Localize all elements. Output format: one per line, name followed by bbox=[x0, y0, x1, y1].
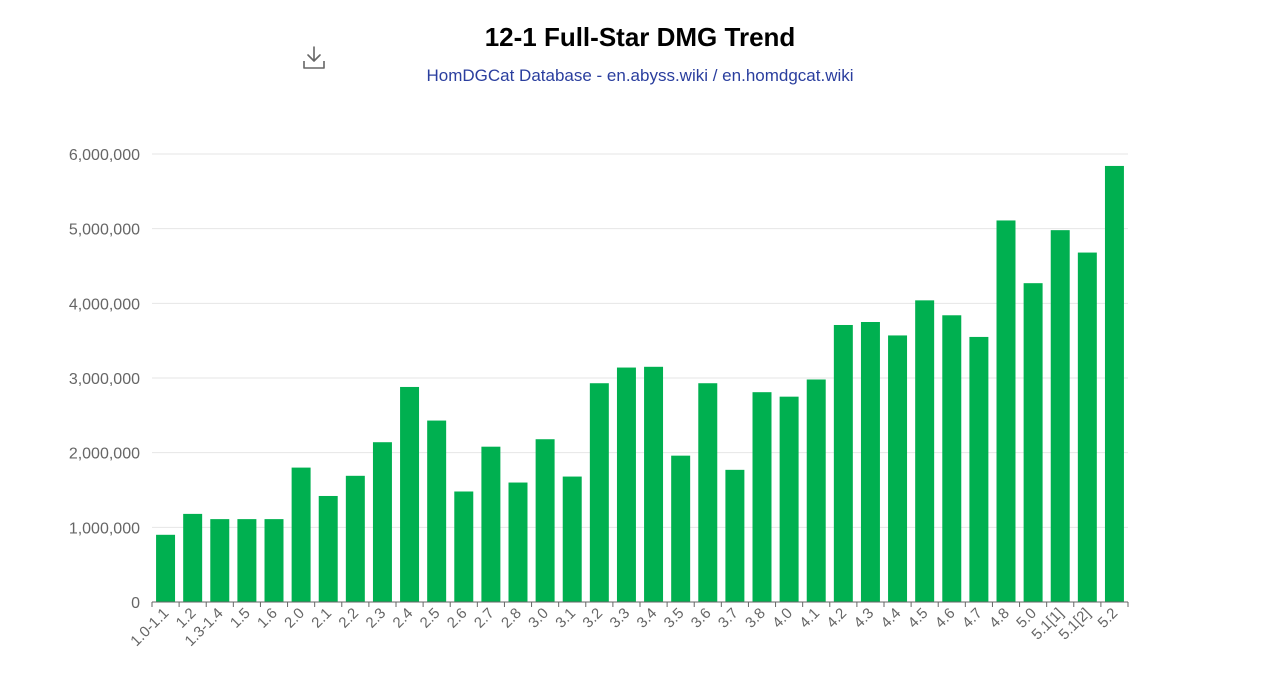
bar bbox=[237, 519, 257, 602]
bar bbox=[969, 336, 989, 602]
x-tick-label: 3.4 bbox=[634, 605, 661, 632]
bar bbox=[183, 513, 203, 602]
x-tick-label: 3.0 bbox=[525, 605, 552, 632]
bar bbox=[888, 335, 908, 602]
bar bbox=[942, 315, 962, 602]
x-tick-label: 2.5 bbox=[417, 605, 444, 632]
x-tick-label: 2.4 bbox=[390, 605, 417, 632]
y-tick-label: 4,000,000 bbox=[69, 296, 140, 313]
bar bbox=[806, 379, 826, 602]
x-tick-label: 4.3 bbox=[851, 605, 878, 632]
bar bbox=[535, 439, 555, 602]
bar bbox=[833, 324, 853, 602]
y-tick-label: 0 bbox=[131, 595, 140, 612]
chart-title: 12-1 Full-Star DMG Trend bbox=[484, 22, 796, 52]
bar bbox=[1023, 283, 1043, 602]
y-tick-label: 3,000,000 bbox=[69, 371, 140, 388]
bar bbox=[508, 482, 528, 602]
y-tick-label: 5,000,000 bbox=[69, 222, 140, 239]
bar bbox=[671, 455, 691, 602]
bar bbox=[481, 446, 501, 602]
y-axis-ticks: 0 1,000,000 2,000,000 3,000,000 4,000,000 5,0… bbox=[69, 147, 140, 612]
bar bbox=[345, 475, 365, 602]
x-tick-label: 4.1 bbox=[796, 605, 823, 632]
bar bbox=[589, 383, 609, 602]
x-tick-label: 2.8 bbox=[498, 605, 525, 632]
x-tick-label: 4.6 bbox=[932, 605, 959, 632]
x-tick-label: 3.2 bbox=[579, 605, 606, 632]
x-tick-label: 3.7 bbox=[715, 605, 742, 632]
x-tick-label: 5.1[2] bbox=[1056, 605, 1095, 644]
bar bbox=[725, 469, 745, 602]
x-tick-label: 1.6 bbox=[254, 605, 281, 632]
bar bbox=[318, 495, 338, 602]
bar bbox=[372, 442, 392, 602]
bar bbox=[1104, 165, 1124, 603]
x-tick-label: 4.0 bbox=[769, 605, 796, 632]
bar bbox=[698, 383, 718, 602]
x-tick-label: 4.4 bbox=[878, 605, 905, 632]
x-tick-label: 3.8 bbox=[742, 605, 769, 632]
bar bbox=[1077, 252, 1097, 602]
bar bbox=[264, 519, 284, 602]
chart-subtitle: HomDGCat Database - en.abyss.wiki / en.h… bbox=[426, 66, 854, 85]
bar bbox=[454, 491, 474, 602]
x-tick-label: 2.6 bbox=[444, 605, 471, 632]
x-tick-label: 2.2 bbox=[335, 605, 362, 632]
x-tick-label: 4.7 bbox=[959, 605, 986, 632]
x-tick-label: 1.5 bbox=[227, 605, 254, 632]
bar bbox=[1050, 230, 1070, 602]
bar bbox=[644, 366, 664, 602]
x-tick-label: 3.5 bbox=[661, 605, 688, 632]
x-tick-label: 2.7 bbox=[471, 605, 498, 632]
bar bbox=[427, 420, 447, 602]
bar bbox=[400, 386, 420, 602]
bar-series bbox=[156, 165, 1124, 603]
x-tick-label: 3.1 bbox=[552, 605, 579, 632]
x-axis-ticks: 1.0-1.1 1.21.3-1.4 1.5 1.6 2.0 2.1 2.2 2.3 2.4 2.… bbox=[127, 602, 1129, 650]
grid-lines bbox=[152, 153, 1128, 528]
bar bbox=[210, 519, 230, 602]
x-tick-label: 3.6 bbox=[688, 605, 715, 632]
download-icon bbox=[303, 46, 325, 69]
bar bbox=[915, 300, 935, 602]
y-tick-label: 1,000,000 bbox=[69, 520, 140, 537]
y-tick-label: 6,000,000 bbox=[69, 147, 140, 164]
bar bbox=[860, 322, 880, 602]
x-tick-label: 5.2 bbox=[1095, 605, 1122, 632]
x-tick-label: 2.3 bbox=[363, 605, 390, 632]
bar bbox=[562, 476, 582, 602]
x-tick-label: 3.3 bbox=[607, 605, 634, 632]
bar bbox=[996, 220, 1016, 602]
x-tick-label: 4.5 bbox=[905, 605, 932, 632]
y-tick-label: 2,000,000 bbox=[69, 446, 140, 463]
bar bbox=[616, 367, 636, 602]
bar bbox=[752, 392, 772, 602]
bar bbox=[291, 467, 311, 602]
x-tick-label: 4.2 bbox=[823, 605, 850, 632]
x-tick-label: 2.1 bbox=[308, 605, 335, 632]
x-tick-label: 4.8 bbox=[986, 605, 1013, 632]
x-tick-label: 2.0 bbox=[281, 605, 308, 632]
bar bbox=[156, 534, 176, 602]
bar bbox=[779, 396, 799, 602]
download-button[interactable] bbox=[300, 44, 328, 72]
